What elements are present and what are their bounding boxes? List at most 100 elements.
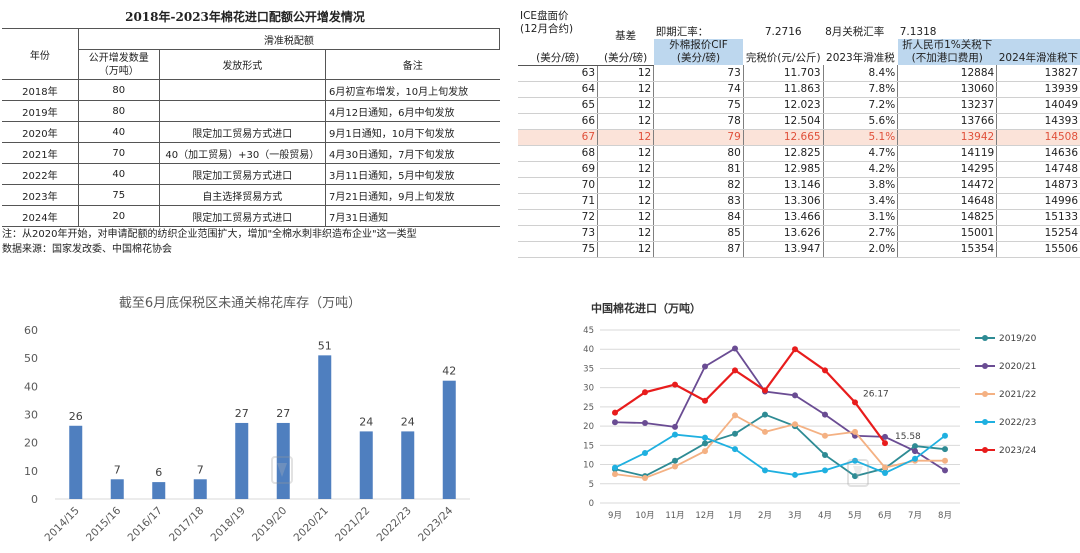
header-tax-value: 7.1318 — [899, 25, 937, 38]
quota-cell-form: 自主选择贸易方式 — [158, 184, 327, 206]
price-cell: 13.466 — [743, 209, 824, 226]
series-point — [702, 440, 708, 447]
price-table-panel: ICE盘面价 (12月合约) 基差 即期汇率： 7.2716 8月关税汇率 7.… — [518, 0, 1080, 276]
series-point — [702, 434, 708, 441]
price-cell: 68 — [518, 145, 599, 162]
legend-label: 2019/20 — [999, 334, 1037, 344]
bar-data-label: 27 — [235, 407, 249, 420]
line-x-tick: 5月 — [848, 511, 862, 521]
quota-cell-qty: 20 — [77, 205, 160, 227]
series-point — [882, 433, 888, 440]
series-point — [642, 450, 648, 457]
price-cell: 15254 — [996, 225, 1080, 242]
price-cell: 12.825 — [743, 145, 824, 162]
quota-cell-note: 7月31日通知 — [325, 205, 500, 227]
price-cell: 14049 — [996, 97, 1080, 114]
series-point — [672, 381, 678, 388]
price-cell: 13237 — [897, 97, 998, 114]
series-point — [642, 389, 648, 396]
series-point — [822, 367, 828, 374]
series-point — [702, 363, 708, 370]
bar-x-tick: 2023/24 — [416, 504, 456, 544]
series-point — [762, 387, 768, 394]
bar — [193, 479, 207, 499]
series-point — [732, 430, 738, 437]
price-cell: 3.1% — [823, 209, 899, 226]
series-point — [762, 467, 768, 474]
bar — [110, 479, 124, 499]
quota-cell-qty: 40 — [77, 163, 160, 185]
bonded-stock-bar-chart: 截至6月底保税区未通关棉花库存（万吨） 0 10 20 30 40 50 60 26 2014… — [24, 295, 470, 544]
price-cell: 80 — [653, 145, 744, 162]
quota-cell-year: 2018年 — [2, 79, 79, 101]
line-legend: 2019/20 2020/21 2021/22 2022/23 2023/24 — [975, 334, 1037, 456]
price-cell: 12.023 — [743, 97, 824, 114]
bar-x-tick: 2021/22 — [333, 505, 372, 544]
price-cell: 4.2% — [823, 161, 899, 178]
quota-row: 2024年 20 限定加工贸易方式进口 7月31日通知 — [2, 205, 500, 227]
bar-chart-title: 截至6月底保税区未通关棉花库存（万吨） — [119, 295, 361, 311]
price-cell: 84 — [653, 209, 744, 226]
watermark-logo-2 — [847, 459, 869, 487]
series-point — [942, 467, 948, 474]
series-point — [672, 457, 678, 464]
col-qty-header-text: 公开增发数量（万吨） — [88, 52, 149, 77]
price-cell: 3.4% — [823, 193, 899, 210]
line-y-tick: 25 — [583, 403, 594, 413]
price-cell: 12 — [597, 161, 655, 178]
legend-marker — [982, 391, 988, 397]
price-row: 75 12 87 13.947 2.0% 15354 15506 — [518, 241, 1080, 258]
price-cell: 71 — [518, 193, 599, 210]
quota-cell-form: 限定加工贸易方式进口 — [158, 163, 327, 185]
bar-y-tick: 30 — [24, 409, 38, 422]
legend-label: 2021/22 — [999, 390, 1036, 400]
bar — [359, 431, 373, 499]
price-cell: 73 — [653, 65, 744, 82]
header-unit1: (美分/磅) — [518, 49, 598, 66]
line-y-tick: 15 — [583, 441, 594, 451]
header-unit2: (美分/磅) — [597, 49, 654, 66]
bar — [401, 431, 415, 499]
price-cell: 14825 — [897, 209, 998, 226]
quota-cell-year: 2020年 — [2, 121, 79, 143]
col-qty-header: 公开增发数量（万吨） — [77, 49, 160, 80]
price-row: 71 12 83 13.306 3.4% 14648 14996 — [518, 193, 1080, 210]
price-cell: 12 — [597, 241, 655, 258]
annotation-label: 15.58 — [895, 432, 921, 442]
price-cell: 2.0% — [823, 241, 899, 258]
line-x-tick: 1月 — [728, 511, 742, 521]
series-point — [822, 411, 828, 418]
quota-cell-qty: 80 — [77, 100, 160, 122]
price-cell: 79 — [653, 129, 744, 146]
line-series: 26.17 15.58 — [612, 345, 948, 482]
price-cell: 12 — [597, 145, 655, 162]
quota-cell-year: 2024年 — [2, 205, 79, 227]
series-point — [942, 457, 948, 464]
col-note-header: 备注 — [325, 49, 500, 80]
price-cell: 69 — [518, 161, 599, 178]
series-point — [642, 420, 648, 427]
price-cell: 14648 — [897, 193, 998, 210]
series-point — [912, 443, 918, 450]
series-point — [942, 446, 948, 453]
legend-label: 2023/24 — [999, 446, 1037, 456]
price-cell: 12 — [597, 81, 655, 98]
quota-cell-form: 限定加工贸易方式进口 — [158, 121, 327, 143]
series-point — [942, 432, 948, 439]
header-ice: ICE盘面价 (12月合约) — [520, 10, 574, 35]
price-cell: 13060 — [897, 81, 998, 98]
col-year-header: 年份 — [2, 28, 79, 80]
series-point — [672, 431, 678, 438]
price-cell: 64 — [518, 81, 599, 98]
quota-cell-note: 3月11日通知，5月中旬发放 — [325, 163, 500, 185]
series-line — [614, 347, 886, 444]
bar-x-tick: 2018/19 — [209, 505, 248, 544]
series-point — [822, 432, 828, 439]
bar-x-tick: 2016/17 — [126, 505, 165, 544]
quota-cell-note: 9月1日通知，10月下旬发放 — [325, 121, 500, 143]
quota-row: 2019年 80 4月12日通知，6月中旬发放 — [2, 100, 500, 122]
series-point — [882, 464, 888, 471]
price-cell: 7.8% — [823, 81, 899, 98]
header-cif: 外棉报价CIF (美分/磅) — [653, 39, 744, 65]
series-point — [612, 471, 618, 478]
